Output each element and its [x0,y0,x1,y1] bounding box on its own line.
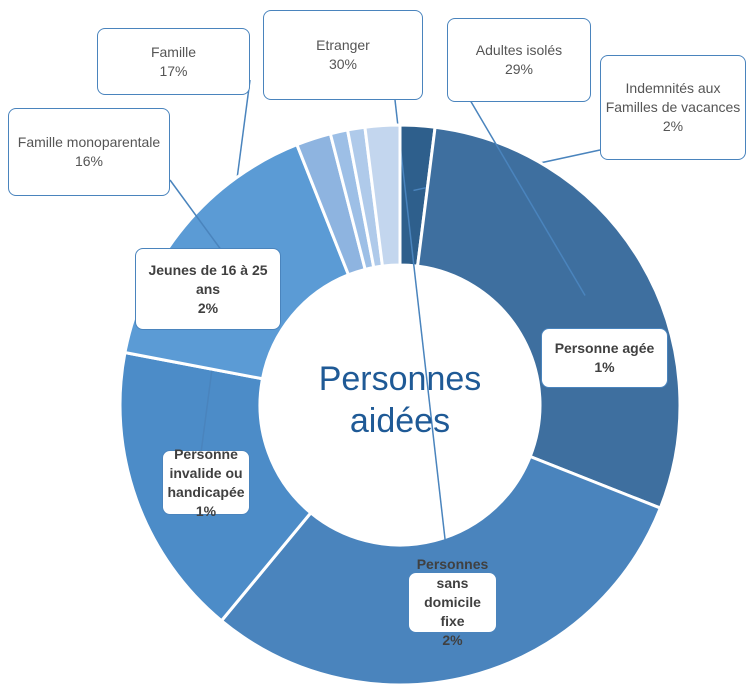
value-label: 29% [504,61,534,77]
category-label: Jeunes de 16 à 25 ans [148,261,268,297]
value-label: 16% [74,153,104,169]
center-label: Personnes aidées [318,360,482,440]
value-label: 17% [159,62,188,79]
category-label: Etranger [316,37,370,53]
value-label: 30% [328,56,358,72]
data-label: Personne invalide ou handicapée 1% [162,446,250,519]
value-label: 1% [195,502,217,519]
data-label: Indemnités aux Familles de vacances 2% [600,55,746,160]
data-label: Etranger 30% [263,10,423,100]
donut-slice [363,123,402,268]
data-label: Personnes sans domicile fixe 2% [408,556,497,648]
category-label: Indemnités aux Familles de vacances [605,80,741,115]
leader-line [469,99,586,296]
category-label: Famille [150,43,197,60]
value-label: 1% [594,359,615,375]
category-label: Famille monoparentale [17,134,161,150]
data-label: Adultes isolés 29% [447,18,591,102]
value-label: 2% [197,299,219,316]
data-label: Famille monoparentale 16% [8,108,170,196]
value-label: 2% [442,632,463,648]
data-label: Famille 17% [97,28,250,95]
data-label: Personne agée 1% [541,328,668,388]
donut-slice [415,125,682,511]
value-label: 2% [662,118,684,134]
donut-slice [219,454,663,684]
category-label: Personnes sans domicile fixe [416,556,489,629]
category-label: Personne agée [554,340,655,356]
category-label: Adultes isolés [475,42,563,58]
leader-line [394,99,455,614]
data-label: Jeunes de 16 à 25 ans 2% [135,248,281,330]
category-label: Personne invalide ou handicapée [167,445,245,500]
